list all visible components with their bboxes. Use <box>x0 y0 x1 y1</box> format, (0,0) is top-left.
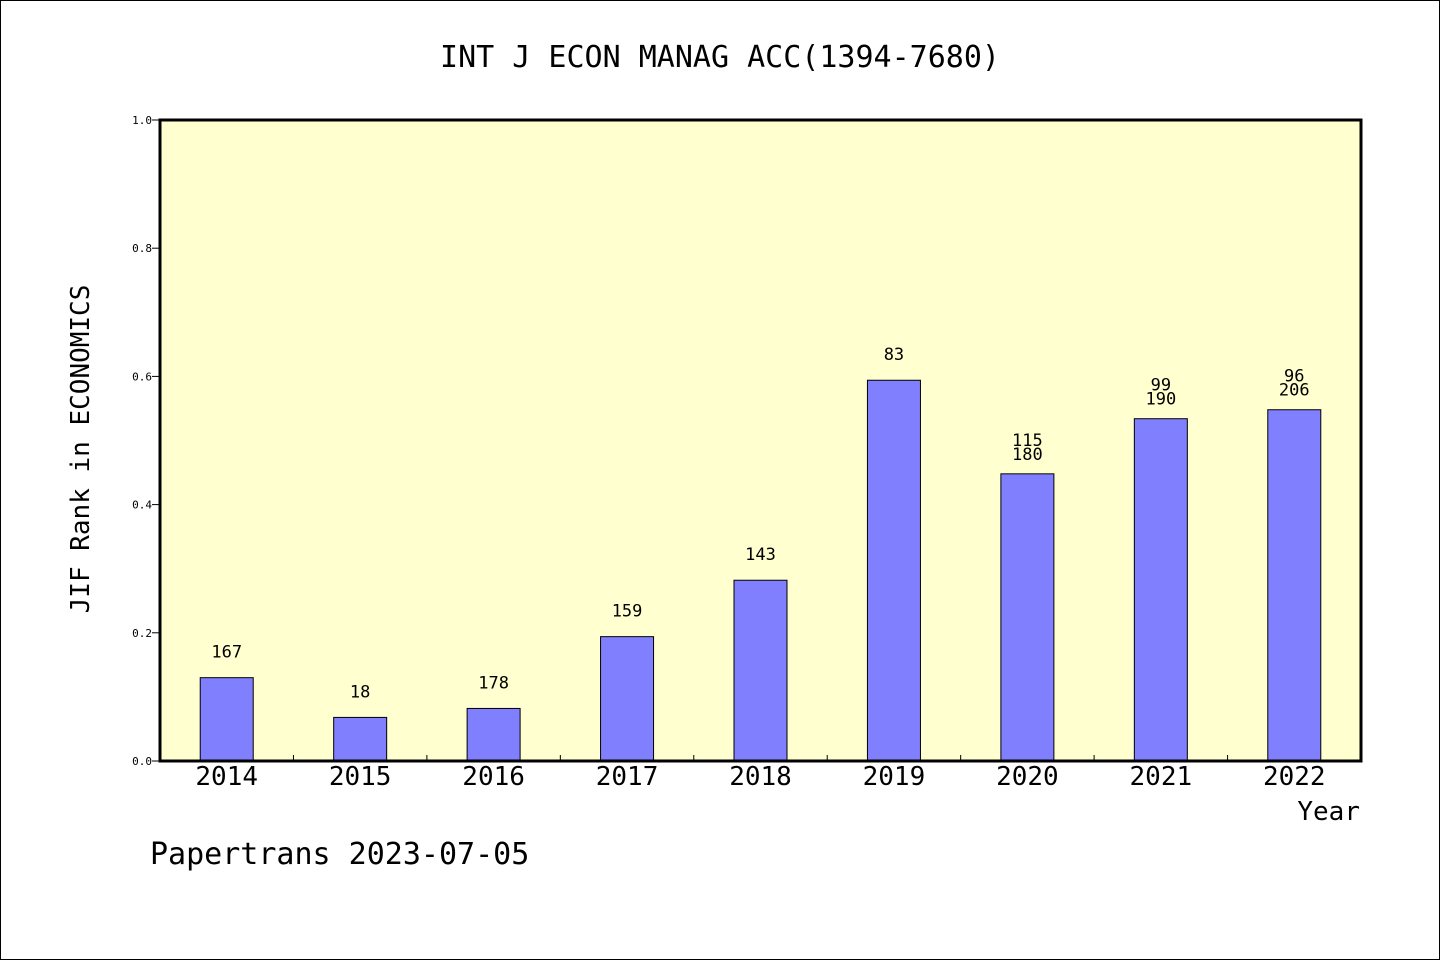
bar-2018 <box>733 579 788 762</box>
x-tick-label: 2016 <box>462 762 525 792</box>
y-tick-label: 0.2 <box>132 627 152 640</box>
x-tick-label: 2021 <box>1130 762 1193 792</box>
y-tick-label: 0.0 <box>132 755 152 768</box>
bar-data-label: 190 <box>1145 390 1176 410</box>
bar-2014 <box>199 677 254 762</box>
bar-data-label: 167 <box>211 643 242 663</box>
bar-data-label: 143 <box>745 545 776 565</box>
bar-2017 <box>600 636 655 762</box>
bar-2015 <box>333 716 388 762</box>
footer-credit: Papertrans 2023-07-05 <box>150 837 529 872</box>
y-tick-label: 0.6 <box>132 370 152 383</box>
x-axis: 2014 2015 2016 2017 2018 2019 2020 2021 2022 <box>195 755 1326 792</box>
x-tick-label: 2015 <box>329 762 392 792</box>
bar-data-label: 115 <box>1012 431 1043 451</box>
bar-data-label: 180 <box>1012 445 1043 465</box>
bar-data-label: 83 <box>884 345 904 365</box>
y-axis: 0.0 0.2 0.4 0.6 0.8 1.0 <box>132 114 160 768</box>
bar-2021 <box>1133 418 1188 762</box>
bar-data-label: 99 <box>1151 376 1171 396</box>
x-tick-label: 2017 <box>596 762 659 792</box>
bar-data-label: 206 <box>1279 381 1310 401</box>
x-tick-label: 2019 <box>863 762 926 792</box>
y-tick-label: 0.8 <box>132 242 152 255</box>
plot-border <box>158 118 1363 763</box>
bar-2019 <box>866 379 921 762</box>
bar-2022 <box>1267 409 1322 762</box>
chart-title: INT J ECON MANAG ACC(1394-7680) <box>440 40 1000 75</box>
bar-data-label: 159 <box>612 602 643 622</box>
y-axis-label: JIF Rank in ECONOMICS <box>66 285 96 614</box>
x-tick-label: 2022 <box>1263 762 1326 792</box>
bar-2016 <box>466 707 521 762</box>
x-tick-label: 2014 <box>195 762 258 792</box>
bar-data-label: 18 <box>350 682 370 702</box>
bar-data-label: 178 <box>478 673 509 693</box>
bar-2020 <box>1000 473 1055 762</box>
x-tick-label: 2018 <box>729 762 792 792</box>
y-tick-label: 0.4 <box>132 499 152 512</box>
y-tick-label: 1.0 <box>132 114 152 127</box>
bar-data-label: 96 <box>1284 367 1304 387</box>
x-tick-label: 2020 <box>996 762 1059 792</box>
x-axis-label: Year <box>1297 797 1360 827</box>
